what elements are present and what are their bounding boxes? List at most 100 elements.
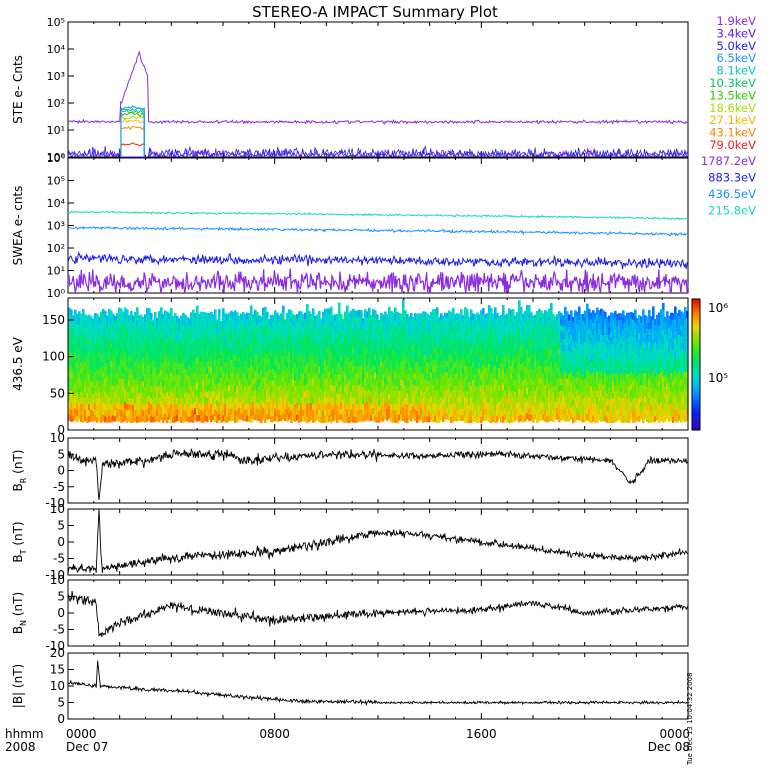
spectrogram-cell bbox=[302, 361, 305, 369]
spectrogram-cell bbox=[194, 389, 197, 397]
spectrogram-cell bbox=[344, 330, 347, 337]
spectrogram-cell bbox=[496, 361, 499, 368]
spectrogram-cell bbox=[74, 346, 77, 354]
spectrogram-cell bbox=[112, 402, 115, 410]
spectrogram-cell bbox=[478, 415, 481, 423]
spectrogram-cell bbox=[132, 410, 135, 417]
spectrogram-cell bbox=[596, 396, 599, 404]
spectrogram-cell bbox=[150, 312, 153, 320]
spectrogram-cell bbox=[298, 373, 301, 380]
spectrogram-cell bbox=[542, 325, 545, 332]
spectrogram-cell bbox=[84, 403, 87, 410]
spectrogram-cell bbox=[426, 355, 429, 363]
spectrogram-cell bbox=[74, 321, 77, 329]
spectrogram-cell bbox=[306, 415, 309, 424]
spectrogram-cell bbox=[92, 347, 95, 354]
spectrogram-cell bbox=[536, 366, 539, 374]
spectrogram-cell bbox=[448, 371, 451, 378]
spectrogram-cell bbox=[546, 336, 549, 343]
spectrogram-cell bbox=[236, 312, 239, 319]
spectrogram-cell bbox=[274, 322, 277, 330]
spectrogram-cell bbox=[334, 378, 337, 386]
spectrogram-cell bbox=[270, 314, 273, 322]
spectrogram-cell bbox=[598, 340, 601, 348]
spectrogram-cell bbox=[112, 331, 115, 339]
spectrogram-cell bbox=[276, 385, 279, 393]
spectrogram-cell bbox=[334, 332, 337, 339]
spectrogram-cell bbox=[446, 401, 449, 408]
spectrogram-cell bbox=[206, 385, 209, 393]
spectrogram-cell bbox=[68, 407, 71, 415]
spectrogram-cell bbox=[126, 397, 129, 405]
spectrogram-cell bbox=[388, 393, 391, 401]
spectrogram-cell bbox=[198, 325, 201, 333]
spectrogram-cell bbox=[406, 380, 409, 387]
spectrogram-cell bbox=[294, 385, 297, 393]
spectrogram-cell bbox=[138, 321, 141, 328]
spectrogram-cell bbox=[404, 341, 407, 349]
spectrogram-cell bbox=[582, 325, 585, 333]
spectrogram-cell bbox=[410, 330, 413, 338]
spectrogram-cell bbox=[522, 331, 525, 339]
spectrogram-cell bbox=[544, 384, 547, 392]
spectrogram-cell bbox=[534, 407, 537, 414]
spectrogram-cell bbox=[292, 355, 295, 363]
spectrogram-cell bbox=[314, 392, 317, 399]
spectrogram-cell bbox=[474, 397, 477, 405]
spectrogram-cell bbox=[376, 416, 379, 423]
spectrogram-cell bbox=[148, 413, 151, 421]
spectrogram-cell bbox=[122, 360, 125, 368]
spectrogram-cell bbox=[502, 389, 505, 397]
spectrogram-cell bbox=[356, 397, 359, 405]
spectrogram-cell bbox=[532, 356, 535, 364]
spectrogram-cell bbox=[366, 317, 369, 324]
spectrogram-cell bbox=[410, 318, 413, 326]
spectrogram-cell bbox=[110, 409, 113, 417]
spectrogram-cell bbox=[296, 337, 299, 345]
spectrogram-cell bbox=[328, 408, 331, 416]
spectrogram-cell bbox=[160, 332, 163, 340]
spectrogram-cell bbox=[306, 402, 309, 410]
spectrogram-cell bbox=[546, 348, 549, 356]
spectrogram-cell bbox=[354, 316, 357, 324]
spectrogram-cell bbox=[492, 379, 495, 386]
spectrogram-cell bbox=[452, 326, 455, 334]
spectrogram-cell bbox=[424, 378, 427, 386]
spectrogram-cell bbox=[238, 407, 241, 414]
spectrogram-cell bbox=[192, 309, 195, 317]
spectrogram-cell bbox=[198, 414, 201, 421]
spectrogram-cell bbox=[138, 392, 141, 399]
spectrogram-cell bbox=[238, 355, 241, 363]
spectrogram-cell bbox=[414, 366, 417, 374]
spectrogram-cell bbox=[550, 303, 553, 311]
spectrogram-cell bbox=[594, 343, 597, 350]
spectrogram-cell bbox=[188, 393, 191, 400]
spectrogram-cell bbox=[556, 354, 559, 362]
spectrogram-cell bbox=[592, 390, 595, 398]
spectrogram-cell bbox=[340, 331, 343, 338]
spectrogram-cell bbox=[260, 369, 263, 376]
spectrogram-cell bbox=[322, 367, 325, 374]
spectrogram-cell bbox=[422, 416, 425, 423]
spectrogram-cell bbox=[346, 389, 349, 397]
swea-legend-883.3eV: 883.3eV bbox=[708, 171, 756, 185]
spectrogram-cell bbox=[134, 324, 137, 331]
spectrogram-cell bbox=[586, 323, 589, 331]
spectrogram-cell bbox=[226, 416, 229, 423]
spectrogram-cell bbox=[514, 373, 517, 380]
spectrogram-cell bbox=[182, 373, 185, 381]
spectrogram-cell bbox=[314, 362, 317, 370]
spectrogram-cell bbox=[126, 321, 129, 329]
spectrogram-cell bbox=[118, 307, 121, 315]
spectrogram-cell bbox=[132, 327, 135, 334]
spectrogram-cell bbox=[94, 324, 97, 332]
spectrogram-cell bbox=[214, 390, 217, 398]
spectrogram-cell bbox=[400, 355, 403, 362]
spectrogram-cell bbox=[598, 316, 601, 324]
spectrogram-cell bbox=[244, 414, 247, 422]
spectrogram-cell bbox=[426, 337, 429, 345]
spectrogram-cell bbox=[394, 415, 397, 423]
spectrogram-cell bbox=[460, 346, 463, 353]
spectrogram-cell bbox=[258, 414, 261, 422]
spectrogram-cell bbox=[480, 359, 483, 367]
